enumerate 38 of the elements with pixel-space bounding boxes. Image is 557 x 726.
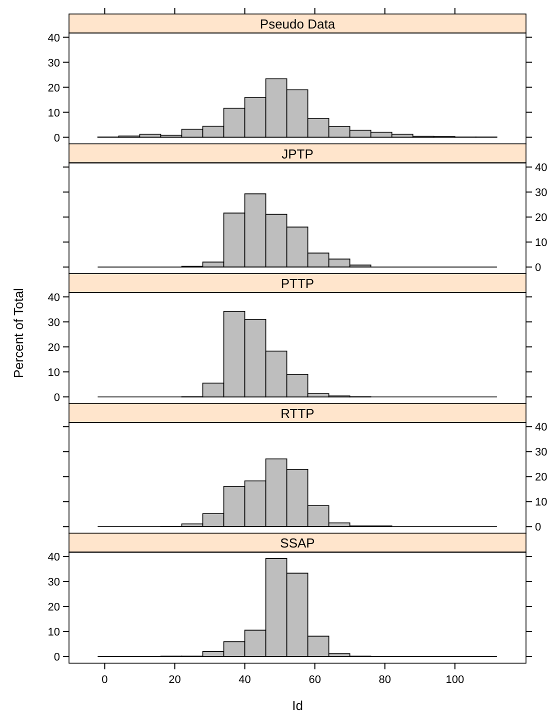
y-tick-label: 40 [535,422,548,434]
y-tick-label: 40 [48,551,60,564]
y-tick-label: 0 [535,262,542,274]
x-tick-label: 40 [238,674,251,686]
y-tick-label: 20 [48,342,60,354]
chart-title: RTTP [280,406,314,421]
x-tick-label: 100 [446,674,464,686]
y-tick-label: 20 [48,601,60,614]
chart-title: PTTP [280,276,314,292]
y-tick-label: 10 [535,237,548,250]
y-tick-label: 10 [48,626,60,638]
y-tick-label: 0 [54,651,60,664]
y-tick-label: 40 [48,32,60,44]
y-tick-label: 0 [54,132,60,144]
x-tick-label: 20 [168,674,181,686]
y-axis-title: Percent of Total [11,288,26,378]
y-tick-label: 20 [535,472,548,484]
y-tick-label: 0 [535,522,542,534]
x-tick-label: 60 [308,674,321,686]
x-tick-label: 80 [378,674,391,686]
y-tick-label: 20 [48,82,60,94]
y-tick-label: 30 [48,57,60,70]
chart-title: JPTP [282,146,314,162]
y-tick-label: 40 [535,162,548,174]
y-tick-label: 40 [48,292,60,304]
y-tick-label: 30 [48,316,60,329]
chart-title: Pseudo Data [260,16,336,32]
y-tick-label: 30 [535,446,548,459]
x-axis-title: Id [292,698,303,714]
y-tick-label: 20 [535,212,548,224]
y-tick-label: 0 [54,392,60,404]
chart-title: SSAP [280,536,315,551]
y-tick-label: 10 [48,366,60,379]
y-tick-label: 30 [535,187,548,200]
y-tick-label: 10 [48,107,60,120]
y-tick-label: 10 [535,496,548,509]
x-tick-label: 0 [102,674,108,686]
y-tick-label: 30 [48,576,60,588]
